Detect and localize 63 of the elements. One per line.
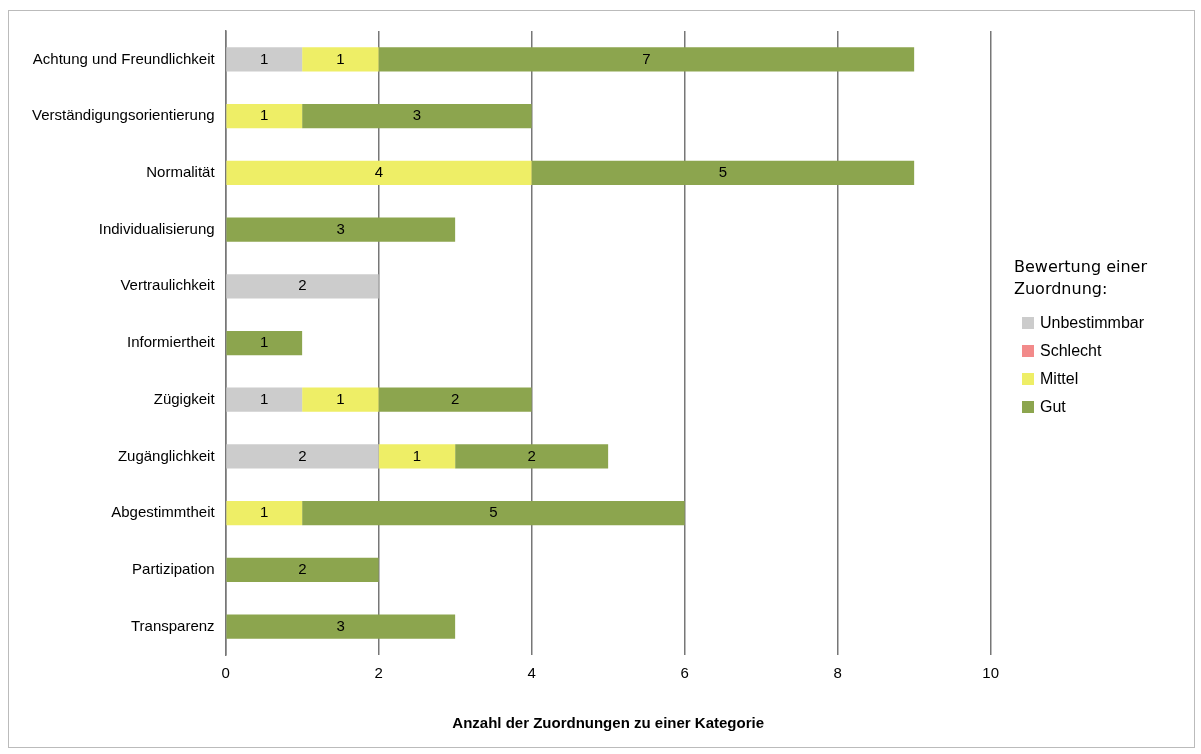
- data-label: 2: [527, 446, 536, 464]
- bar: [378, 387, 532, 412]
- x-axis-title: Anzahl der Zuordnungen zu einer Kategorie: [452, 714, 764, 732]
- bar: [531, 160, 915, 185]
- legend-title: Bewertung einer Zuordnung:: [1014, 256, 1148, 300]
- bar: [226, 614, 456, 639]
- data-label: 1: [336, 389, 345, 407]
- bar: [226, 501, 303, 526]
- legend-label: Unbestimmbar: [1040, 314, 1145, 332]
- bar: [302, 501, 685, 526]
- data-label: 3: [412, 106, 422, 124]
- data-label: 4: [374, 162, 384, 180]
- y-tick-label: Transparenz: [130, 616, 215, 634]
- data-label: 2: [298, 446, 307, 464]
- x-tick-label: 6: [680, 664, 689, 682]
- data-label: 1: [260, 389, 269, 407]
- data-label: 1: [336, 49, 345, 67]
- bar: [378, 47, 915, 72]
- bar: [226, 557, 379, 583]
- x-tick-label: 8: [833, 664, 842, 682]
- data-label: 2: [298, 560, 307, 578]
- bar: [302, 387, 379, 412]
- bar: [455, 444, 609, 469]
- y-tick-label: Abgestimmtheit: [111, 503, 216, 521]
- legend-label: Schlecht: [1040, 342, 1102, 360]
- data-label: 2: [450, 389, 460, 407]
- data-label: 3: [336, 219, 345, 237]
- bar: [226, 387, 303, 412]
- x-tick-label: 2: [374, 664, 383, 682]
- y-tick-label: Partizipation: [132, 560, 215, 578]
- x-tick-label: 10: [982, 664, 999, 682]
- data-label: 1: [260, 106, 269, 124]
- y-tick-label: Achtung und Freundlichkeit: [32, 49, 216, 67]
- bar: [378, 444, 456, 469]
- bar: [226, 274, 379, 299]
- bar: [226, 217, 456, 242]
- data-label: 5: [489, 503, 498, 521]
- data-label: 1: [260, 503, 269, 521]
- data-label: 7: [642, 49, 651, 67]
- y-tick-label: Individualisierung: [98, 219, 215, 237]
- y-tick-label: Zügigkeit: [153, 389, 216, 407]
- bar: [302, 47, 379, 72]
- data-label: 2: [298, 276, 307, 294]
- x-tick-label: 0: [221, 664, 230, 682]
- data-label: 5: [718, 162, 728, 180]
- data-label: 1: [412, 446, 422, 464]
- y-tick-label: Vertraulichkeit: [120, 276, 216, 294]
- x-tick-label: 4: [527, 664, 536, 682]
- y-tick-label: Verständigungsorientierung: [31, 106, 215, 124]
- y-tick-label: Informiertheit: [127, 333, 216, 351]
- bar: [226, 160, 532, 185]
- legend-label: Mittel: [1040, 370, 1079, 388]
- bar: [226, 444, 379, 469]
- bar: [226, 47, 303, 72]
- data-label: 3: [336, 616, 345, 634]
- data-label: 1: [260, 49, 269, 67]
- bar: [226, 103, 303, 129]
- bar: [302, 103, 532, 129]
- y-tick-label: Zugänglichkeit: [117, 446, 216, 464]
- bar: [226, 330, 303, 356]
- legend-label: Gut: [1040, 398, 1066, 416]
- y-tick-label: Normalität: [146, 162, 216, 180]
- data-label: 1: [260, 333, 269, 351]
